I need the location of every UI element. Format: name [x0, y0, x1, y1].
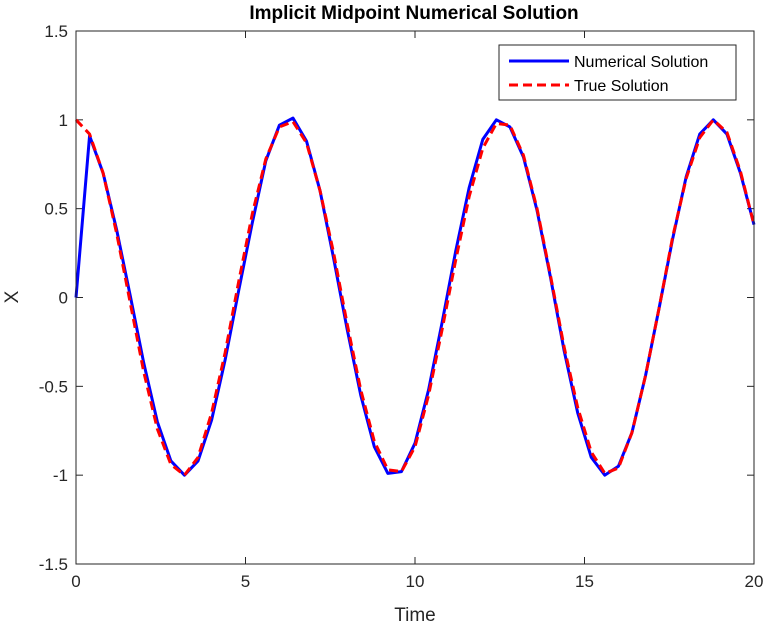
- y-tick-label: 1: [59, 111, 68, 130]
- y-tick-label: 0.5: [44, 200, 68, 219]
- legend-box: [498, 44, 737, 101]
- x-tick-label: 5: [241, 572, 250, 591]
- chart-title: Implicit Midpoint Numerical Solution: [249, 3, 578, 24]
- legend-label-true-solution: True Solution: [574, 78, 669, 95]
- plot-area: [76, 31, 754, 564]
- y-tick-label: -1.5: [39, 555, 68, 574]
- y-tick-label: -0.5: [39, 377, 68, 396]
- x-tick-label: 10: [406, 572, 425, 591]
- series-line-true-solution: [74, 118, 756, 477]
- x-axis-label: Time: [394, 605, 436, 626]
- legend: Numerical Solution True Solution: [498, 44, 737, 101]
- y-tick-label: 0: [59, 289, 68, 308]
- x-tick-label: 20: [745, 572, 764, 591]
- y-axis-label: X: [2, 290, 23, 303]
- legend-label-numerical-solution: Numerical Solution: [574, 54, 708, 71]
- y-tick-label: -1: [53, 466, 68, 485]
- ticks-layer: 0 5 10 15 20 -1.5 -1 -0.5 0 0.5 1 1.5: [39, 22, 764, 591]
- x-tick-label: 15: [575, 572, 594, 591]
- x-tick-label: 0: [71, 572, 80, 591]
- series-layer: [74, 116, 756, 477]
- axes-box: [75, 30, 755, 565]
- y-tick-label: 1.5: [44, 22, 68, 41]
